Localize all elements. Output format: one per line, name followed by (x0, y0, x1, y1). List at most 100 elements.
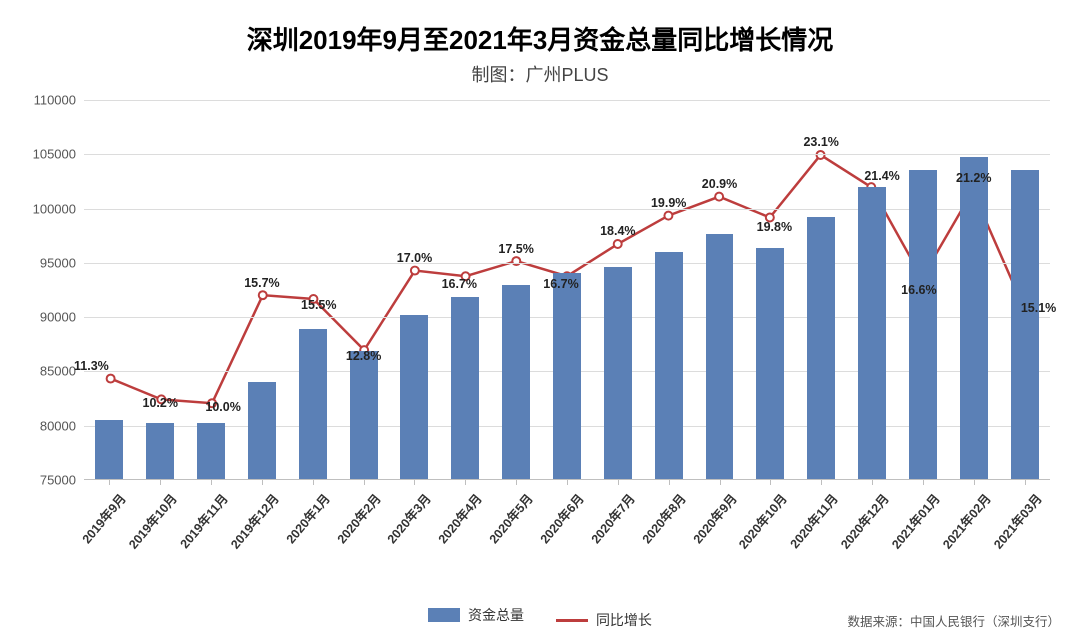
line-data-label: 21.4% (864, 169, 899, 183)
bar (960, 157, 988, 479)
bar (858, 187, 886, 479)
xtick-label: 2021年02月 (937, 489, 994, 552)
bar (604, 267, 632, 479)
line-data-label: 17.0% (397, 251, 432, 265)
chart-subtitle: 制图：广州PLUS (20, 61, 1060, 87)
ytick-label: 80000 (40, 418, 84, 433)
bar (350, 351, 378, 479)
ytick-label: 105000 (33, 147, 84, 162)
line-marker (411, 267, 419, 275)
gridline (84, 263, 1050, 264)
xtick (414, 479, 415, 485)
xtick (872, 479, 873, 485)
xtick (770, 479, 771, 485)
line-data-label: 12.8% (346, 349, 381, 363)
xtick-label: 2020年4月 (433, 489, 486, 547)
legend-bar-label: 资金总量 (468, 605, 524, 625)
legend-item-bar: 资金总量 (428, 605, 524, 625)
xtick-label: 2020年11月 (785, 489, 842, 552)
gridline (84, 100, 1050, 101)
bar (807, 217, 835, 479)
ytick-label: 95000 (40, 255, 84, 270)
xtick (465, 479, 466, 485)
line-data-label: 19.9% (651, 196, 686, 210)
xtick (313, 479, 314, 485)
data-source: 数据来源：中国人民银行（深圳支行） (847, 611, 1060, 630)
xtick-label: 2020年9月 (687, 489, 740, 547)
line-data-label: 17.5% (498, 242, 533, 256)
chart-container: 深圳2019年9月至2021年3月资金总量同比增长情况 制图：广州PLUS 75… (0, 0, 1080, 636)
xtick-label: 2019年10月 (123, 489, 180, 552)
line-data-label: 15.1% (1021, 301, 1056, 315)
line-marker (614, 240, 622, 248)
legend-swatch-bar (428, 608, 460, 622)
xtick-label: 2020年2月 (331, 489, 384, 547)
chart-title: 深圳2019年9月至2021年3月资金总量同比增长情况 (20, 20, 1060, 57)
bar (756, 248, 784, 479)
xtick-label: 2019年11月 (175, 489, 232, 552)
xtick-label: 2020年5月 (484, 489, 537, 547)
line-data-label: 21.2% (956, 171, 991, 185)
line-data-label: 16.7% (442, 277, 477, 291)
line-marker (512, 257, 520, 265)
xtick (618, 479, 619, 485)
xtick (160, 479, 161, 485)
xtick-label: 2019年12月 (225, 489, 282, 552)
line-data-label: 11.3% (74, 359, 109, 373)
line-data-label: 19.8% (757, 220, 792, 234)
xtick (1025, 479, 1026, 485)
xtick (720, 479, 721, 485)
ytick-label: 110000 (34, 93, 84, 108)
bar (909, 170, 937, 479)
xtick (821, 479, 822, 485)
xtick-label: 2020年3月 (382, 489, 435, 547)
xtick-label: 2020年6月 (535, 489, 588, 547)
bar (248, 382, 276, 479)
legend-line-label: 同比增长 (596, 610, 652, 630)
xtick-label: 2020年7月 (585, 489, 638, 547)
xtick (923, 479, 924, 485)
xtick (211, 479, 212, 485)
line-data-label: 16.6% (901, 283, 936, 297)
xtick-label: 2020年8月 (636, 489, 689, 547)
xtick (669, 479, 670, 485)
xtick (516, 479, 517, 485)
legend-swatch-line (556, 619, 588, 622)
xtick-label: 2020年1月 (280, 489, 333, 547)
xtick (109, 479, 110, 485)
bar (1011, 170, 1039, 479)
bar (95, 420, 123, 479)
line-data-label: 18.4% (600, 224, 635, 238)
line-data-label: 16.7% (543, 277, 578, 291)
bar (553, 273, 581, 479)
ytick-label: 90000 (40, 310, 84, 325)
xtick (262, 479, 263, 485)
xtick-label: 2019年9月 (77, 489, 130, 547)
bar (197, 423, 225, 479)
bar (655, 252, 683, 479)
legend-item-line: 同比增长 (556, 610, 652, 630)
plot-area: 7500080000850009000095000100000105000110… (84, 100, 1050, 480)
line-data-label: 20.9% (702, 177, 737, 191)
gridline (84, 209, 1050, 210)
gridline (84, 154, 1050, 155)
xtick-label: 2021年03月 (988, 489, 1045, 552)
line-marker (259, 291, 267, 299)
line-data-label: 15.7% (244, 276, 279, 290)
bar (451, 297, 479, 479)
line-marker (664, 212, 672, 220)
xtick (364, 479, 365, 485)
bar (706, 234, 734, 479)
ytick-label: 100000 (33, 201, 84, 216)
bar (400, 315, 428, 479)
line-marker (715, 193, 723, 201)
line-data-label: 10.0% (205, 400, 240, 414)
line-data-label: 10.2% (143, 396, 178, 410)
line-marker (107, 375, 115, 383)
line-data-label: 15.5% (301, 298, 336, 312)
bar (502, 285, 530, 479)
xtick-label: 2020年12月 (835, 489, 892, 552)
bar (146, 423, 174, 479)
ytick-label: 75000 (40, 473, 84, 488)
bar (299, 329, 327, 479)
